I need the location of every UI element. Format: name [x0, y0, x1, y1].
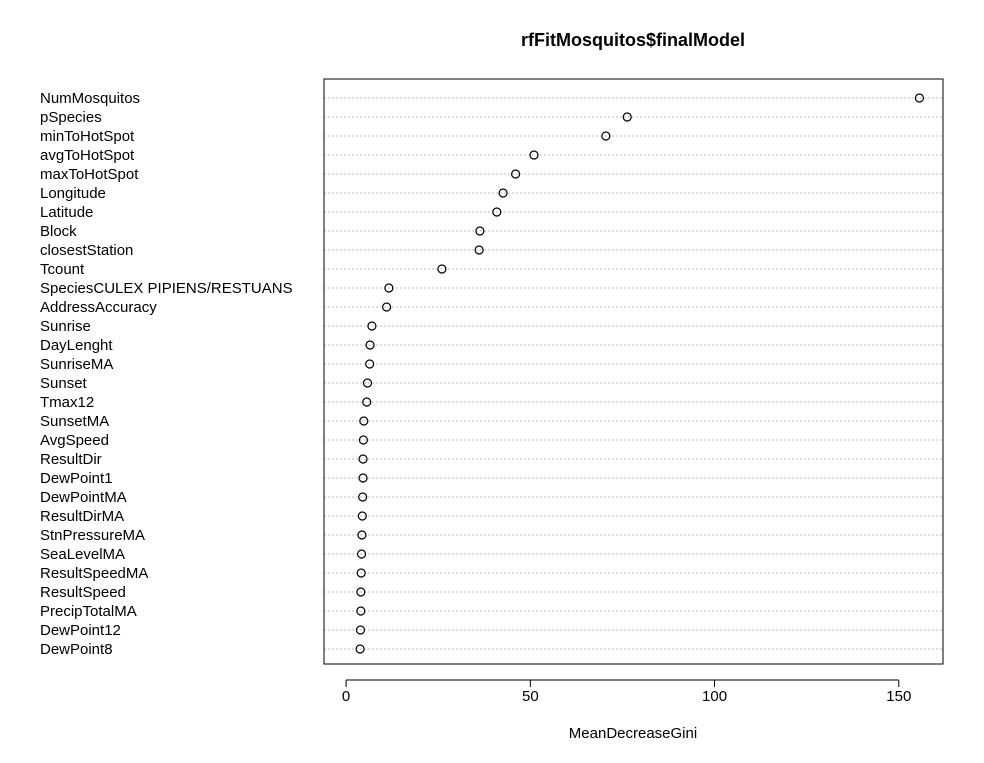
variable-label: ResultSpeed: [40, 584, 126, 601]
x-axis-label: MeanDecreaseGini: [569, 725, 697, 742]
variable-label: minToHotSpot: [40, 128, 135, 145]
variable-label: AvgSpeed: [40, 432, 109, 449]
variable-label: Sunrise: [40, 318, 91, 335]
data-point: [359, 416, 369, 426]
variable-label: Sunset: [40, 375, 88, 392]
x-tick-label: 100: [702, 688, 727, 705]
variable-label: Tmax12: [40, 394, 94, 411]
data-point: [355, 625, 366, 635]
data-point: [437, 264, 447, 274]
variable-labels: NumMosquitos pSpecies minToHotSpot avgToHot…: [40, 90, 293, 658]
variable-label: SeaLevelMA: [40, 546, 125, 563]
x-tick-label: 50: [522, 688, 539, 705]
variable-label: avgToHotSpot: [40, 147, 135, 164]
data-point: [475, 226, 485, 236]
data-points: [355, 93, 925, 654]
chart-title: rfFitMosquitos$finalModel: [521, 30, 745, 50]
variable-label: DewPoint8: [40, 641, 113, 658]
variable-label: DewPoint1: [40, 470, 113, 487]
variable-label: closestStation: [40, 242, 133, 259]
data-point: [356, 568, 366, 578]
data-point: [358, 435, 369, 445]
data-point: [357, 530, 367, 540]
variable-label: DewPointMA: [40, 489, 127, 506]
variable-label: ResultSpeedMA: [40, 565, 148, 582]
data-point: [355, 644, 365, 654]
data-point: [365, 359, 375, 369]
x-tick-label: 0: [342, 688, 350, 705]
variable-label: Tcount: [40, 261, 85, 278]
variable-label: Longitude: [40, 185, 106, 202]
data-point: [510, 169, 521, 179]
data-point: [362, 378, 373, 388]
data-point: [601, 131, 611, 141]
data-point: [358, 492, 368, 502]
variable-label: SunriseMA: [40, 356, 113, 373]
data-point: [356, 606, 366, 616]
x-axis: 0 50 100 150: [342, 679, 911, 705]
data-point: [384, 283, 394, 293]
variable-label: StnPressureMA: [40, 527, 145, 544]
x-tick-label: 150: [886, 688, 911, 705]
data-point: [498, 188, 508, 198]
data-point: [474, 245, 484, 255]
variable-label: ResultDir: [40, 451, 102, 468]
data-point: [358, 454, 368, 464]
data-point: [492, 207, 502, 217]
variable-label: Block: [40, 223, 77, 240]
variable-label: AddressAccuracy: [40, 299, 157, 316]
grid-lines: [324, 97, 943, 650]
data-point: [357, 511, 367, 521]
data-point: [356, 549, 367, 559]
data-point: [529, 150, 539, 160]
data-point: [362, 397, 372, 407]
variable-label: DayLenght: [40, 337, 113, 354]
variable-label: pSpecies: [40, 109, 102, 126]
variable-label: ResultDirMA: [40, 508, 124, 525]
data-point: [382, 302, 392, 312]
variable-label: Latitude: [40, 204, 93, 221]
data-point: [367, 321, 377, 331]
data-point: [358, 473, 368, 483]
variable-label: maxToHotSpot: [40, 166, 139, 183]
variable-label: SunsetMA: [40, 413, 109, 430]
data-point: [356, 587, 366, 597]
data-point: [914, 93, 925, 103]
variable-label: SpeciesCULEX PIPIENS/RESTUANS: [40, 280, 293, 297]
plot-frame: [323, 78, 944, 665]
variable-label: DewPoint12: [40, 622, 121, 639]
variable-label: NumMosquitos: [40, 90, 140, 107]
data-point: [365, 340, 375, 350]
data-point: [622, 112, 632, 122]
variable-label: PrecipTotalMA: [40, 603, 137, 620]
